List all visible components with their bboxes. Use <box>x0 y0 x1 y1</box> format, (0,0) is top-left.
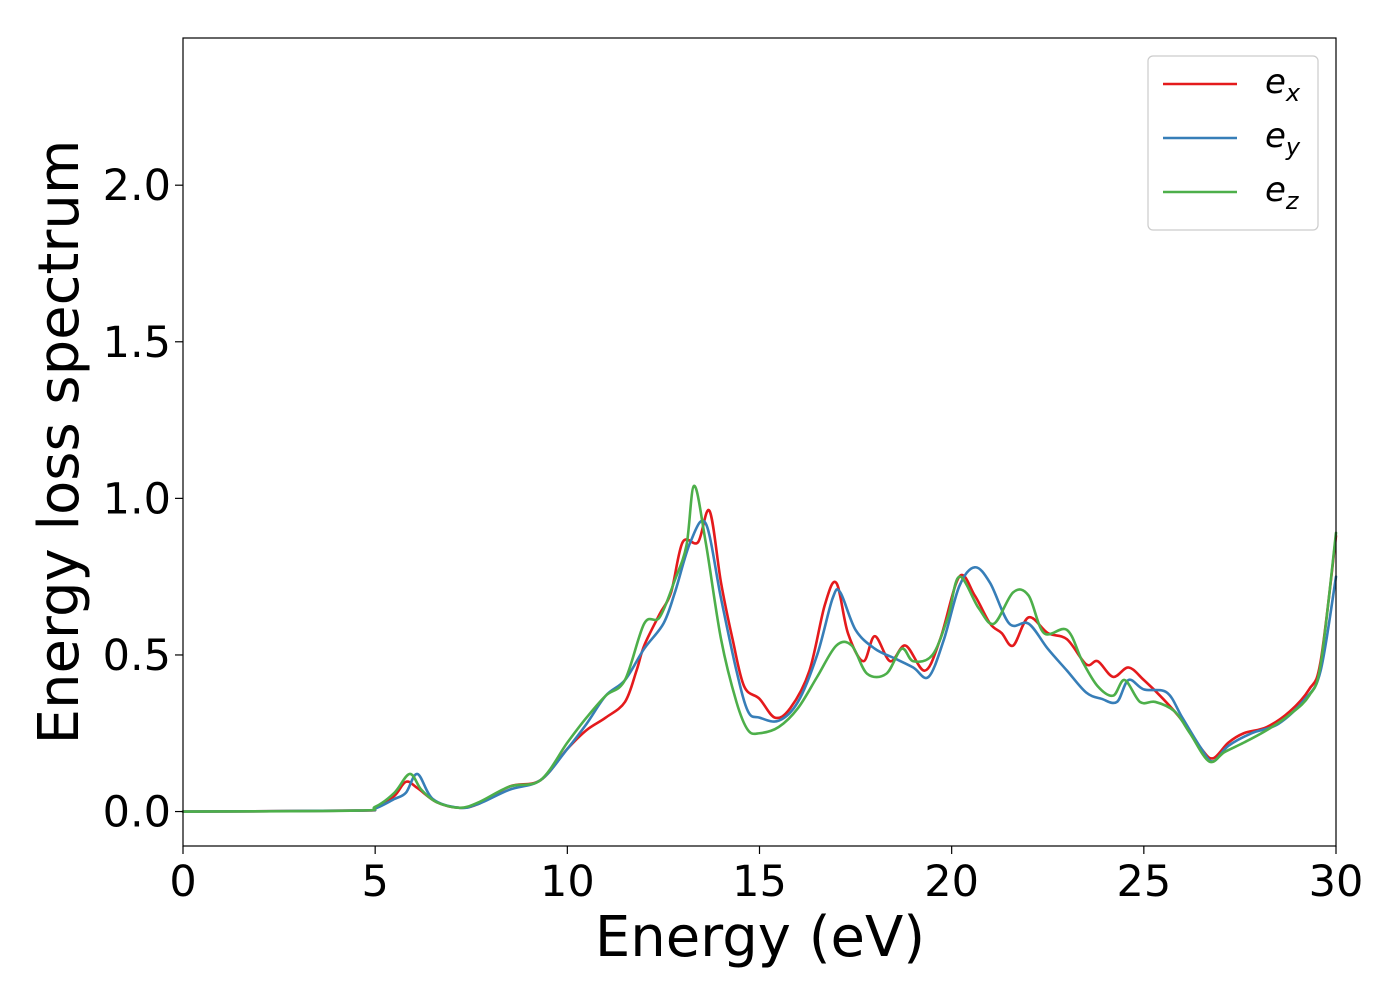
y-tick-label: 0.5 <box>103 631 171 681</box>
y-tick-label: 1.5 <box>103 318 171 368</box>
legend-box <box>1147 55 1319 231</box>
y-axis-title: Energy loss spectrum <box>27 140 92 745</box>
series-line-y <box>181 519 1338 813</box>
x-tick-label: 5 <box>361 857 388 907</box>
y-tick-label: 0.0 <box>103 788 171 838</box>
x-axis-title: Energy (eV) <box>595 905 925 970</box>
legend-label-y: ey <box>1265 116 1301 161</box>
x-tick-label: 25 <box>1116 857 1171 907</box>
legend: ex ey ez <box>1147 55 1319 231</box>
series-line-z <box>181 484 1338 813</box>
legend-label-z: ez <box>1265 170 1300 215</box>
x-axis-ticks: 0 5 10 15 20 25 30 <box>169 846 1363 907</box>
y-tick-label: 2.0 <box>103 161 171 211</box>
legend-label-x: ex <box>1265 62 1301 107</box>
x-tick-label: 30 <box>1309 857 1364 907</box>
y-tick-label: 1.0 <box>103 474 171 524</box>
x-tick-label: 15 <box>732 857 787 907</box>
x-tick-label: 0 <box>169 857 196 907</box>
x-tick-label: 10 <box>540 857 595 907</box>
x-tick-label: 20 <box>924 857 979 907</box>
y-axis-ticks: 0.0 0.5 1.0 1.5 2.0 <box>103 161 183 838</box>
plot-lines <box>181 484 1338 813</box>
